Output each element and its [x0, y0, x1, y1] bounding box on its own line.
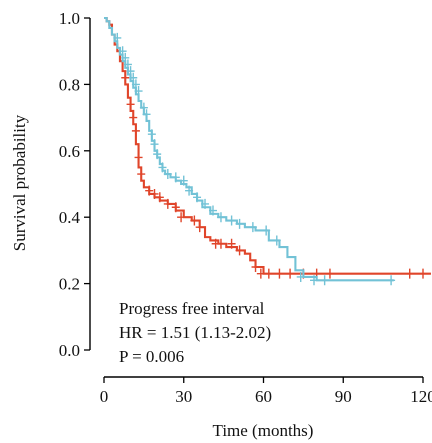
axes-layer: 0.0 0.2 0.4 0.6 0.8 1.0 0 30 60 90 120 — [59, 9, 432, 406]
censor-mark — [179, 175, 188, 186]
censor-mark — [235, 245, 244, 256]
x-tick-label: 60 — [255, 387, 272, 406]
x-tick-label: 90 — [335, 387, 352, 406]
censor-mark — [256, 268, 265, 279]
censor-mark — [153, 149, 162, 160]
censor-mark — [158, 162, 167, 173]
censor-mark — [163, 169, 172, 180]
censor-mark — [251, 262, 260, 272]
survival-curve-blue — [104, 16, 394, 282]
censor-mark — [171, 202, 180, 213]
censor-mark — [216, 212, 225, 223]
censor-mark — [193, 192, 202, 203]
y-tick-label: 0.6 — [59, 142, 80, 161]
censor-mark — [121, 52, 130, 63]
x-tick-label: 30 — [175, 387, 192, 406]
annotation-layer: Progress free interval HR = 1.51 (1.13-2… — [119, 299, 271, 366]
censor-mark — [142, 109, 151, 120]
x-tick-label: 120 — [410, 387, 432, 406]
censor-mark — [227, 215, 236, 226]
censor-mark — [201, 198, 210, 209]
censor-mark — [177, 212, 186, 223]
censor-mark — [296, 271, 305, 282]
y-tick-label: 1.0 — [59, 9, 80, 28]
censor-mark — [139, 102, 148, 113]
x-tick-label: 0 — [100, 387, 109, 406]
censor-mark — [195, 222, 204, 233]
censor-mark — [190, 215, 199, 226]
censor-mark — [121, 72, 130, 83]
censor-mark — [113, 32, 122, 43]
x-axis-title: Time (months) — [213, 421, 314, 440]
censor-mark — [320, 275, 329, 286]
censor-mark — [150, 188, 159, 199]
censor-mark — [405, 268, 414, 279]
censor-mark — [131, 79, 140, 90]
censor-mark — [129, 72, 138, 83]
censor-mark — [126, 66, 135, 77]
censor-mark — [419, 268, 427, 279]
titles-layer: Time (months) Survival probability — [10, 114, 313, 440]
censor-mark — [208, 205, 217, 216]
censor-mark — [134, 152, 143, 163]
annotation-line-3: P = 0.006 — [119, 347, 184, 366]
survival-curve-red-group — [104, 16, 431, 279]
annotation-line-2: HR = 1.51 (1.13-2.02) — [119, 323, 271, 342]
series-layer — [104, 16, 431, 286]
y-tick-label: 0.4 — [59, 208, 81, 227]
censor-mark — [147, 129, 156, 140]
censor-mark — [145, 185, 154, 196]
survival-curve-red — [104, 16, 431, 275]
censor-mark — [262, 225, 271, 236]
censor-mark — [134, 86, 143, 97]
censor-mark — [325, 268, 334, 279]
censor-mark — [286, 268, 295, 279]
censor-mark — [275, 268, 284, 279]
censor-mark — [272, 235, 281, 246]
censor-mark — [248, 222, 257, 233]
y-axis-title: Survival probability — [10, 114, 29, 251]
censor-mark — [129, 112, 138, 123]
censor-mark — [123, 59, 132, 70]
y-tick-label: 0.0 — [59, 341, 80, 360]
censor-mark — [131, 125, 140, 136]
censor-mark — [163, 198, 172, 209]
censor-mark — [118, 46, 127, 57]
censor-mark — [310, 275, 319, 286]
censor-mark — [264, 268, 273, 279]
censor-mark — [235, 218, 244, 229]
censor-mark — [150, 139, 159, 150]
censor-mark — [126, 99, 135, 110]
annotation-line-1: Progress free interval — [119, 299, 265, 318]
censor-mark — [227, 238, 236, 249]
y-tick-label: 0.2 — [59, 275, 80, 294]
y-tick-label: 0.8 — [59, 75, 80, 94]
censor-mark — [155, 192, 164, 203]
censor-mark — [171, 172, 180, 183]
censor-mark — [387, 275, 396, 286]
censor-mark — [216, 238, 225, 249]
censor-mark — [137, 169, 146, 180]
survival-curve-blue-group — [104, 16, 396, 286]
censor-mark — [185, 185, 194, 196]
